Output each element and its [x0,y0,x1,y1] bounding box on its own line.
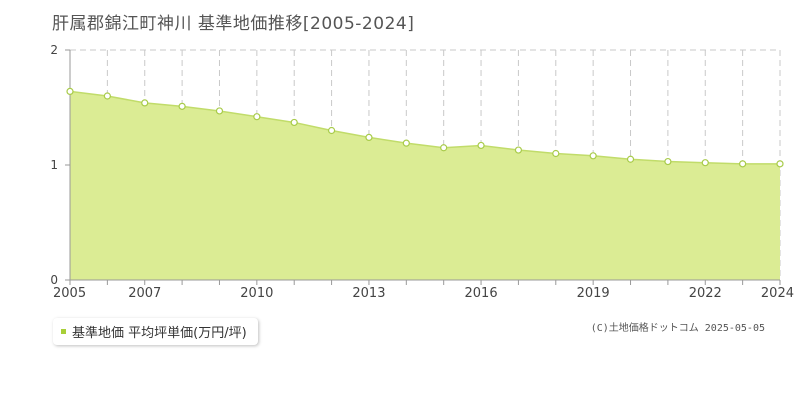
data-point-2021 [664,157,672,166]
y-tick-label: 2 [50,43,58,57]
x-tick-label: 2010 [240,286,273,301]
x-tick-label: 2005 [53,286,86,301]
x-tick-label: 2024 [761,286,794,301]
data-point-2010 [253,113,261,121]
data-point-2013 [365,133,373,141]
data-point-2006 [103,92,111,100]
data-point-2012 [327,126,336,135]
data-point-2014 [402,139,410,147]
series-area [70,91,780,281]
x-tick-label: 2016 [465,286,498,301]
copyright: (C)土地価格ドットコム 2025-05-05 [590,323,765,334]
data-point-2023 [739,160,747,168]
data-point-2018 [552,149,560,158]
x-tick-label: 2019 [577,286,610,301]
label-layer: 0 1 2 2005 2007 2010 2013 2016 2019 2022 2024 [50,43,794,301]
chart-title: 肝属郡錦江町神川 基準地価推移[2005-2024] [52,14,415,34]
legend: 基準地価 平均坪単価(万円/坪) [53,318,258,345]
data-point-2019 [589,152,597,160]
legend-swatch [61,329,66,334]
data-point-2011 [290,118,298,127]
data-point-2016 [477,141,485,150]
x-tick-label: 2013 [352,286,385,301]
data-point-2007 [141,99,149,107]
data-point-2005 [66,87,74,96]
data-point-2009 [215,107,224,115]
x-tick-label: 2022 [689,286,722,301]
data-point-2022 [701,159,709,167]
data-point-2015 [440,144,448,152]
data-point-2008 [178,102,186,110]
data-point-2017 [514,146,523,154]
y-tick-label: 1 [50,158,58,172]
x-tick-label: 2007 [128,286,161,301]
area-layer [69,90,780,281]
legend-label: 基準地価 平均坪単価(万円/坪) [72,326,247,341]
data-point-2020 [626,155,635,163]
data-point-2024 [776,160,784,168]
point-layer [66,87,784,168]
y-tick-label: 0 [50,273,58,287]
series-line [69,90,780,165]
